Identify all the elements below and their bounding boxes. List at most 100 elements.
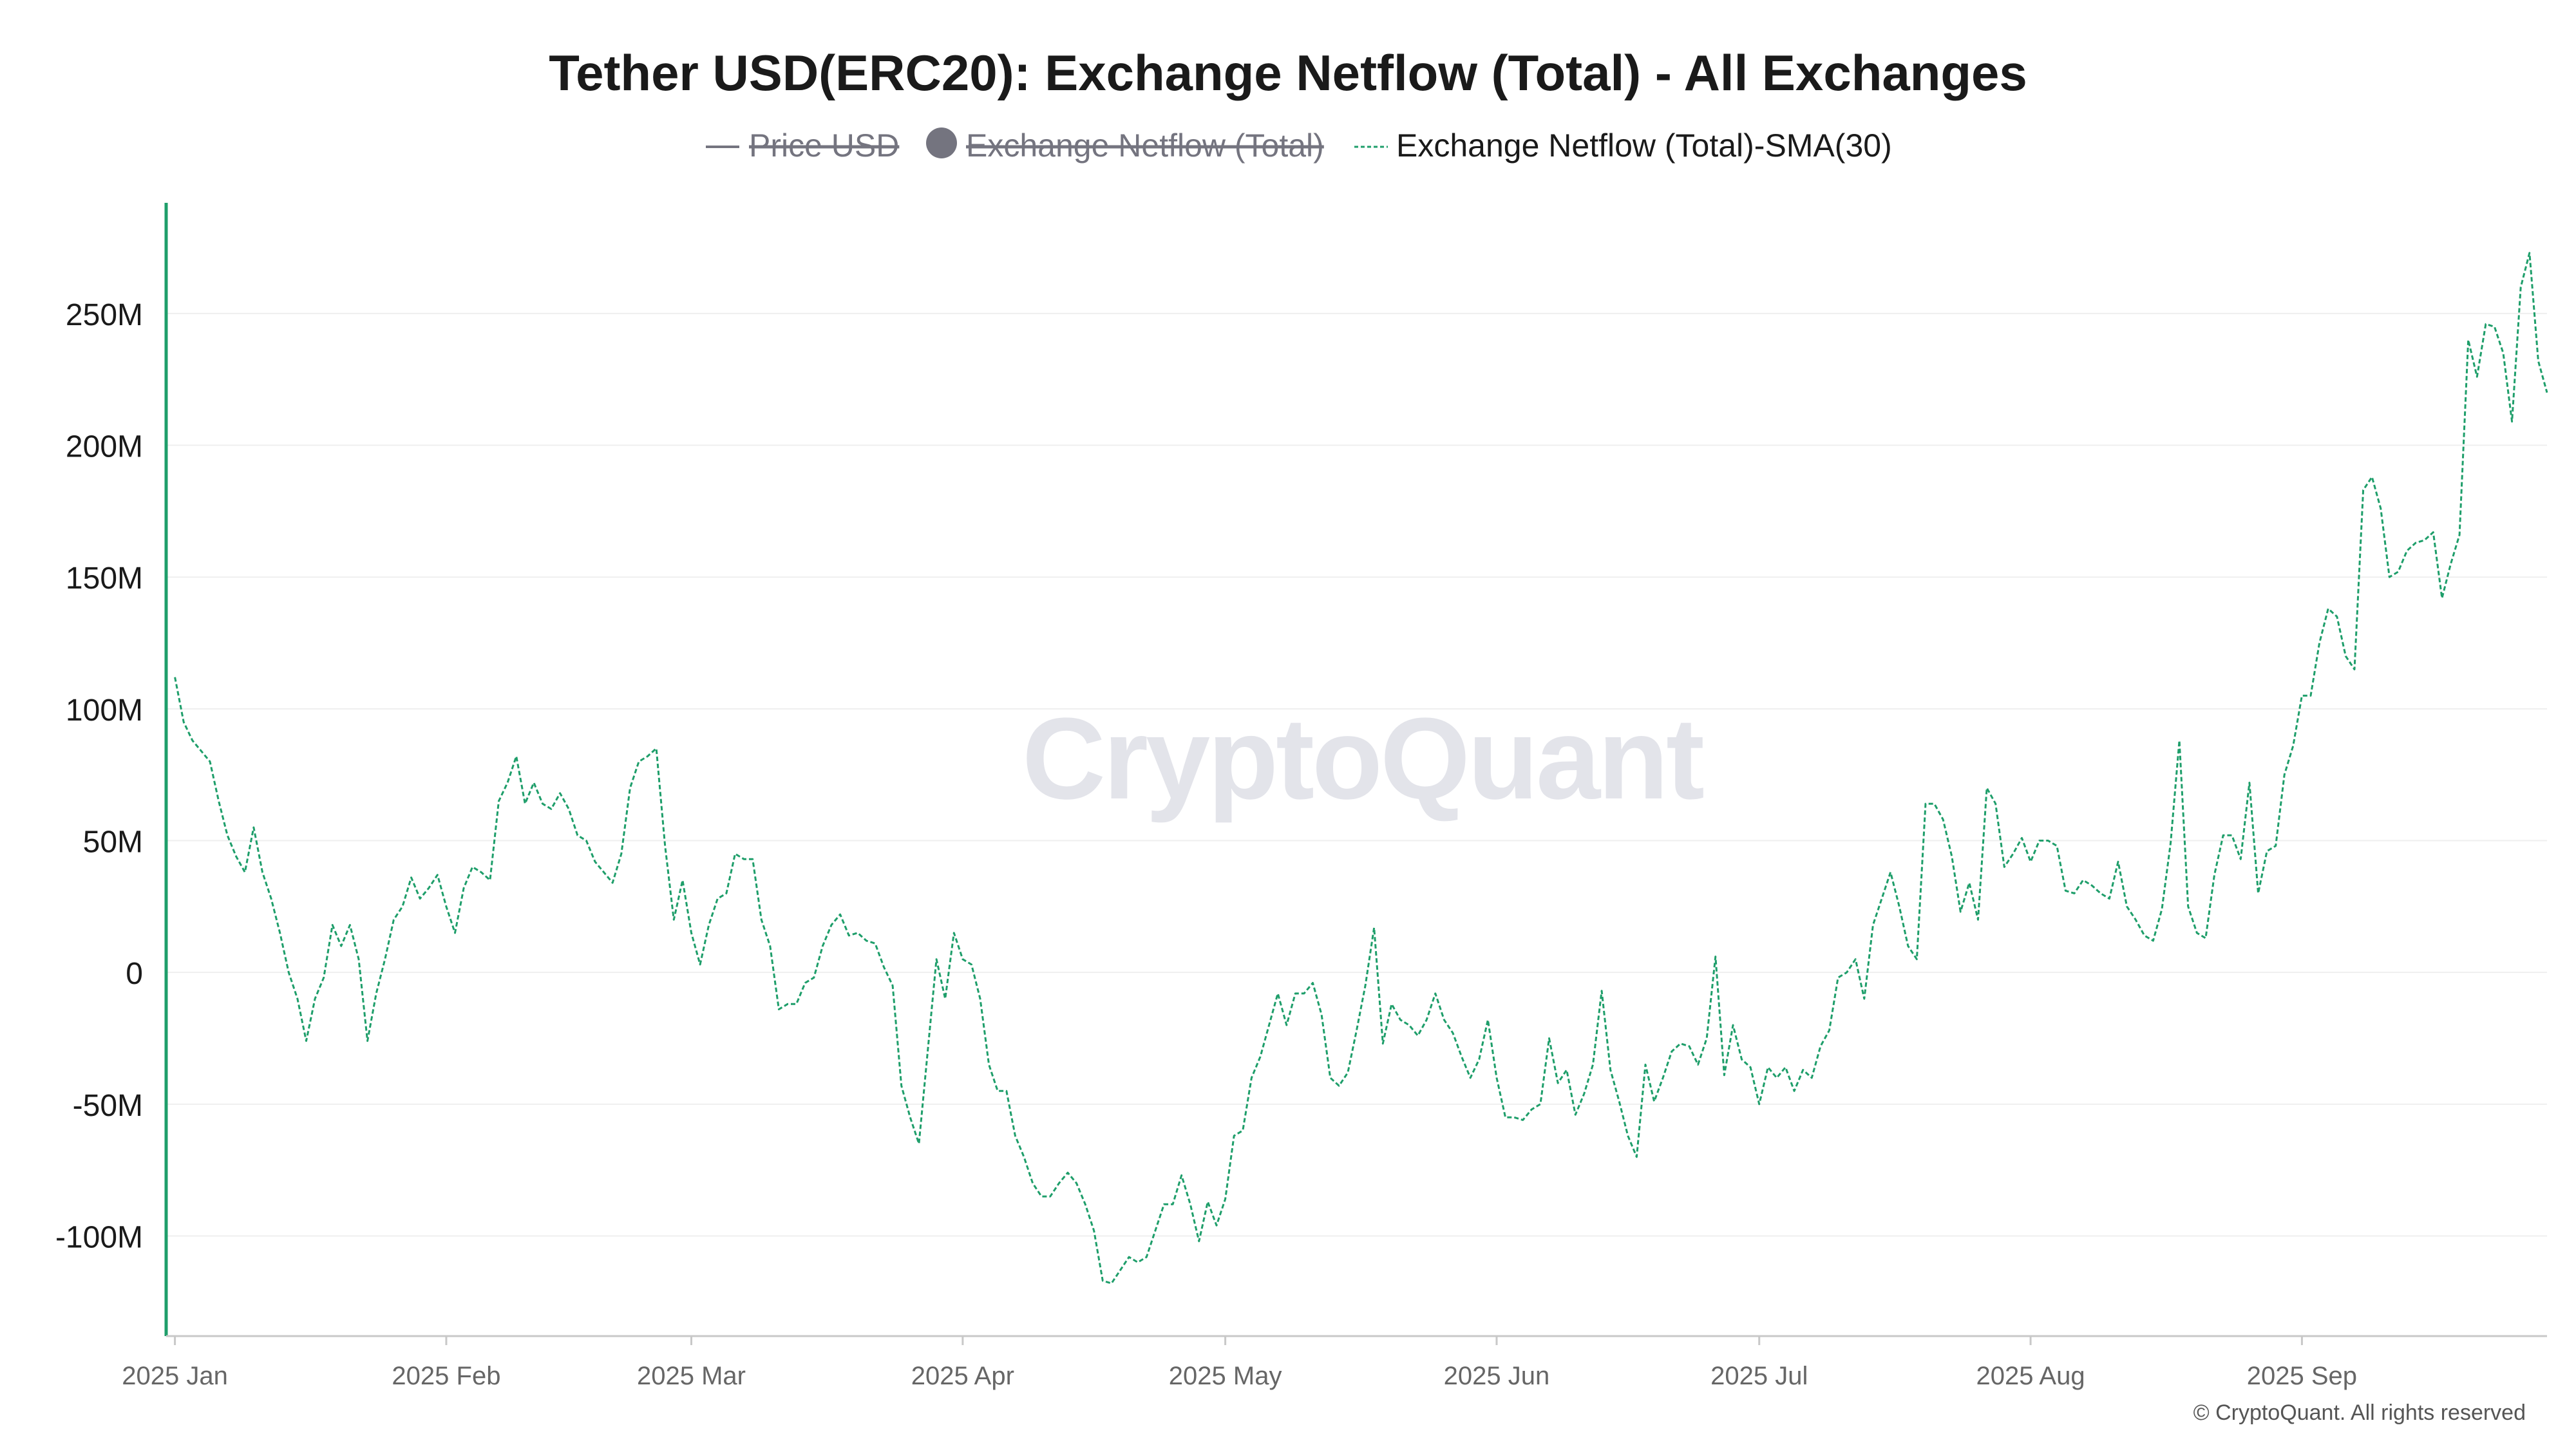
data-point[interactable]: [1126, 1254, 1132, 1259]
data-point[interactable]: [697, 962, 703, 967]
data-point[interactable]: [173, 675, 178, 680]
data-point[interactable]: [2020, 835, 2025, 840]
data-point[interactable]: [1406, 1023, 1412, 1028]
data-point[interactable]: [1372, 925, 1377, 930]
legend-item-exchange-netflow[interactable]: Exchange Netflow (Total): [926, 127, 1324, 164]
data-point[interactable]: [391, 917, 396, 922]
data-point[interactable]: [1336, 1083, 1341, 1088]
data-point[interactable]: [1223, 1196, 1228, 1202]
data-point[interactable]: [838, 912, 843, 917]
data-point[interactable]: [488, 878, 493, 883]
data-point[interactable]: [1153, 1228, 1158, 1233]
data-point[interactable]: [1862, 996, 1867, 1001]
data-point[interactable]: [1696, 1062, 1701, 1067]
data-point[interactable]: [2045, 838, 2050, 844]
data-point[interactable]: [2510, 419, 2515, 424]
data-point[interactable]: [1363, 983, 1368, 988]
data-point[interactable]: [1993, 801, 1998, 806]
data-point[interactable]: [365, 1039, 370, 1044]
data-point[interactable]: [1678, 1041, 1683, 1046]
data-point[interactable]: [1494, 1075, 1499, 1080]
data-point[interactable]: [2107, 896, 2112, 901]
data-point[interactable]: [1616, 1099, 1622, 1104]
data-point[interactable]: [2011, 851, 2016, 856]
data-point[interactable]: [1424, 1017, 1429, 1023]
data-point[interactable]: [1721, 1073, 1727, 1078]
data-point[interactable]: [347, 923, 352, 928]
data-point[interactable]: [1083, 1202, 1088, 1207]
data-point[interactable]: [2308, 693, 2313, 698]
data-point[interactable]: [1792, 1088, 1797, 1093]
data-point[interactable]: [1879, 896, 1884, 901]
data-point[interactable]: [1030, 1181, 1036, 1186]
data-point[interactable]: [1214, 1223, 1219, 1228]
data-point[interactable]: [899, 1083, 904, 1088]
data-point[interactable]: [1730, 1023, 1736, 1028]
data-point[interactable]: [1914, 957, 1919, 962]
data-point[interactable]: [260, 870, 265, 875]
data-point[interactable]: [671, 917, 676, 922]
data-point[interactable]: [2457, 533, 2462, 538]
data-point[interactable]: [234, 854, 239, 859]
data-point[interactable]: [461, 885, 466, 891]
data-point[interactable]: [2133, 917, 2138, 922]
data-point[interactable]: [724, 891, 729, 896]
data-point[interactable]: [444, 904, 449, 909]
data-point[interactable]: [636, 759, 641, 764]
data-point[interactable]: [1109, 1281, 1114, 1286]
data-point[interactable]: [1687, 1044, 1692, 1049]
data-point[interactable]: [2544, 390, 2550, 395]
data-point[interactable]: [1258, 1054, 1263, 1059]
data-point[interactable]: [497, 798, 502, 804]
data-point[interactable]: [1170, 1202, 1175, 1207]
data-point[interactable]: [2116, 859, 2121, 864]
data-point[interactable]: [987, 1062, 992, 1067]
data-point[interactable]: [2378, 506, 2383, 511]
data-point[interactable]: [453, 930, 458, 936]
data-point[interactable]: [715, 896, 720, 901]
data-point[interactable]: [505, 780, 510, 786]
data-point[interactable]: [741, 856, 746, 862]
data-point[interactable]: [1311, 981, 1316, 986]
data-point[interactable]: [2387, 574, 2392, 580]
data-point[interactable]: [794, 1001, 799, 1006]
data-point[interactable]: [2527, 250, 2532, 256]
data-point[interactable]: [2466, 337, 2471, 343]
data-point[interactable]: [1039, 1194, 1044, 1199]
data-point[interactable]: [2230, 833, 2235, 838]
data-point[interactable]: [251, 825, 256, 830]
data-point[interactable]: [627, 786, 632, 791]
data-point[interactable]: [1468, 1075, 1473, 1080]
data-point[interactable]: [1144, 1254, 1149, 1259]
data-point[interactable]: [1949, 854, 1955, 859]
data-point[interactable]: [2028, 859, 2033, 864]
data-point[interactable]: [1888, 870, 1893, 875]
data-point[interactable]: [1188, 1202, 1193, 1207]
data-point[interactable]: [943, 996, 948, 1001]
data-point[interactable]: [1398, 1017, 1403, 1023]
data-point[interactable]: [1118, 1268, 1123, 1273]
data-point[interactable]: [2089, 883, 2094, 888]
data-point[interactable]: [2483, 321, 2488, 326]
data-point[interactable]: [1450, 1030, 1455, 1035]
data-point[interactable]: [750, 856, 755, 862]
data-point[interactable]: [2186, 904, 2191, 909]
data-point[interactable]: [1582, 1091, 1587, 1096]
data-point[interactable]: [1205, 1199, 1210, 1204]
data-point[interactable]: [1267, 1023, 1272, 1028]
data-point[interactable]: [1976, 917, 1981, 922]
data-point[interactable]: [1416, 1033, 1421, 1038]
data-point[interactable]: [583, 838, 589, 844]
data-point[interactable]: [426, 885, 431, 891]
data-point[interactable]: [802, 981, 808, 986]
data-point[interactable]: [2474, 374, 2479, 379]
data-point[interactable]: [1345, 1070, 1350, 1075]
data-point[interactable]: [1599, 988, 1604, 994]
data-point[interactable]: [2422, 538, 2427, 543]
data-point[interactable]: [2081, 878, 2086, 883]
data-point[interactable]: [1012, 1133, 1018, 1138]
data-point[interactable]: [207, 759, 213, 764]
data-point[interactable]: [1459, 1054, 1464, 1059]
data-point[interactable]: [374, 991, 379, 996]
data-point[interactable]: [1284, 1023, 1289, 1028]
